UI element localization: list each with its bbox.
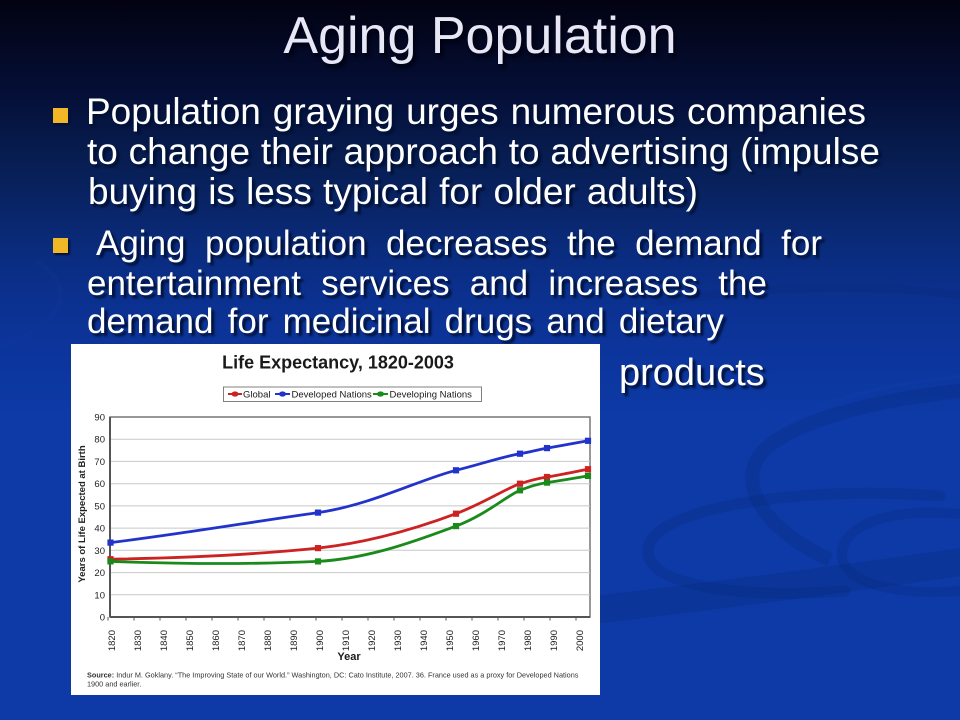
svg-text:1870: 1870 — [237, 630, 248, 651]
svg-text:0: 0 — [100, 613, 105, 624]
svg-text:1880: 1880 — [263, 630, 274, 651]
svg-text:Source: Indur M. Goklany. “The: Source: Indur M. Goklany. “The Improving… — [87, 671, 579, 680]
svg-text:Developed Nations: Developed Nations — [292, 390, 373, 401]
svg-text:1860: 1860 — [211, 630, 222, 651]
svg-text:1850: 1850 — [185, 630, 196, 651]
svg-text:1980: 1980 — [523, 630, 534, 651]
svg-text:Year: Year — [337, 651, 361, 663]
svg-text:1820: 1820 — [107, 630, 118, 651]
svg-text:60: 60 — [94, 479, 105, 490]
svg-text:Developing Nations: Developing Nations — [390, 390, 473, 401]
svg-text:10: 10 — [94, 590, 105, 601]
svg-text:80: 80 — [94, 435, 105, 446]
svg-text:1970: 1970 — [497, 630, 508, 651]
svg-text:1920: 1920 — [367, 630, 378, 651]
svg-text:1940: 1940 — [419, 630, 430, 651]
svg-text:1840: 1840 — [159, 630, 170, 651]
svg-text:70: 70 — [94, 457, 105, 468]
svg-text:2000: 2000 — [575, 630, 586, 651]
svg-text:1990: 1990 — [549, 630, 560, 651]
svg-text:1930: 1930 — [393, 630, 404, 651]
svg-text:1900: 1900 — [315, 630, 326, 651]
svg-text:40: 40 — [94, 524, 105, 535]
svg-text:30: 30 — [94, 546, 105, 557]
svg-text:Global: Global — [243, 390, 270, 401]
svg-text:20: 20 — [94, 568, 105, 579]
svg-text:1960: 1960 — [471, 630, 482, 651]
svg-text:1830: 1830 — [133, 630, 144, 651]
svg-text:Years of Life Expected at Birt: Years of Life Expected at Birth — [77, 445, 88, 582]
svg-text:50: 50 — [94, 501, 105, 512]
svg-text:1890: 1890 — [289, 630, 300, 651]
svg-text:1910: 1910 — [341, 630, 352, 651]
svg-text:1950: 1950 — [445, 630, 456, 651]
svg-text:Life Expectancy, 1820-2003: Life Expectancy, 1820-2003 — [222, 353, 454, 373]
svg-text:90: 90 — [94, 413, 105, 424]
svg-text:1900 and earlier.: 1900 and earlier. — [87, 680, 141, 689]
